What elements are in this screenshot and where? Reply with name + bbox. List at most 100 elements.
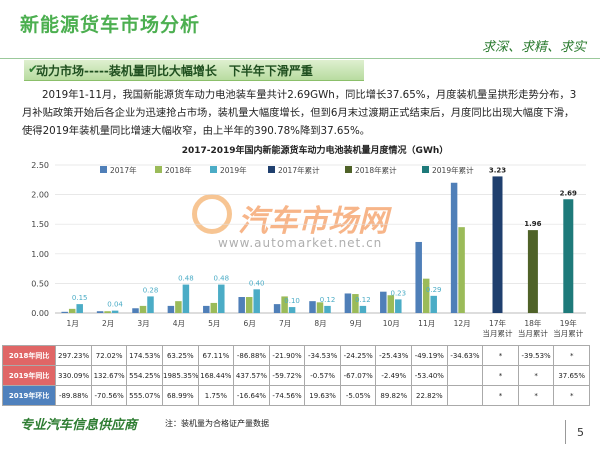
x-tick-label: 9月: [350, 319, 362, 328]
legend-label: 2017年累计: [278, 165, 320, 175]
x-tick-label: 1月: [67, 319, 79, 328]
x-tick-label: 18年当月累计: [518, 318, 548, 338]
bar: [324, 305, 331, 313]
bar: [175, 301, 182, 313]
data-label: 1.96: [524, 220, 541, 228]
x-tick-label: 3月: [137, 319, 149, 328]
table-cell: 67.11%: [197, 345, 235, 366]
table-cell: 19.63%: [304, 385, 341, 406]
y-tick-label: 0.50: [31, 279, 49, 288]
watermark-logo: [192, 194, 232, 234]
table-cell: 174.53%: [126, 345, 164, 366]
bar: [395, 299, 402, 313]
paragraph: 2019年1-11月，我国新能源货车动力电池装车量共计2.69GWh，同比增长3…: [22, 89, 577, 137]
table-cell: -89.88%: [55, 385, 92, 406]
table-row: 2019年环比 -89.88% -70.56% 555.07% 68.99% 1.75% -…: [1, 385, 590, 406]
data-label: 0.15: [72, 294, 88, 302]
table-cell: 22.82%: [411, 385, 448, 406]
table-cell: -49.19%: [411, 345, 448, 366]
x-tick-label: 6月: [244, 319, 256, 328]
table-cell: 63.25%: [162, 345, 199, 366]
bar: [167, 305, 175, 313]
data-label: 0.40: [249, 279, 265, 287]
data-label: 0.12: [320, 296, 336, 304]
watermark-url: www.automarket.net.cn: [218, 236, 383, 250]
table-cell: -16.64%: [233, 385, 270, 406]
bar: [218, 284, 225, 313]
table-cell: *: [517, 385, 555, 406]
table-cell: 554.25%: [126, 365, 164, 386]
bar: [253, 289, 260, 313]
x-tick-label: 19年当月累计: [553, 318, 583, 338]
table-cell: [446, 385, 484, 406]
bar: [344, 293, 352, 313]
divider: [0, 58, 600, 59]
table-cell: 89.82%: [375, 385, 413, 406]
table-row: 2018年同比 297.23% 72.02% 174.53% 63.25% 67.11% -…: [1, 345, 590, 366]
y-tick-label: 1.50: [31, 220, 49, 229]
x-tick-label: 10月: [383, 319, 400, 328]
row-label: 2019年同比: [1, 365, 57, 386]
bar: [415, 241, 422, 313]
bar: [359, 305, 367, 313]
table-cell: 72.02%: [90, 345, 128, 366]
table-cell: *: [553, 345, 590, 366]
table-cell: -39.53%: [517, 345, 555, 366]
legend-swatch: [210, 166, 217, 173]
data-label: 2.69: [560, 189, 577, 197]
data-label: 0.28: [143, 286, 159, 294]
table-cell: 37.65%: [553, 365, 590, 386]
page-number: 5: [577, 426, 584, 439]
bar: [458, 227, 465, 313]
x-tick-label: 7月: [279, 319, 291, 328]
bar: [132, 308, 139, 313]
row-label: 2019年环比: [1, 385, 57, 406]
bar: [352, 294, 359, 313]
table-cell: 330.09%: [55, 365, 92, 386]
bar: [245, 297, 253, 313]
table-cell: -5.05%: [339, 385, 377, 406]
data-label: 0.23: [391, 289, 407, 297]
bar: [147, 296, 154, 313]
table-cell: -0.57%: [304, 365, 341, 386]
table-cell: -86.88%: [233, 345, 270, 366]
legend-label: 2017年: [110, 165, 137, 175]
data-label: 0.10: [284, 297, 300, 305]
chart: 2017-2019年国内新能源货车动力电池装机量月度情况（GWh） 0.00 0.…: [31, 144, 586, 338]
data-label: 0.04: [107, 301, 123, 309]
x-tick-label: 11月: [418, 319, 435, 328]
bar: [111, 310, 119, 313]
bar: [68, 308, 76, 313]
section-title: 动力市场-----装机量同比大幅增长 下半年下滑严重: [36, 64, 313, 78]
table-cell: [446, 365, 484, 386]
slogan: 求深、求精、求实: [481, 40, 586, 55]
bar: [430, 295, 437, 313]
table-cell: 1985.35%: [162, 365, 199, 386]
table-cell: *: [482, 345, 519, 366]
legend-label: 2018年: [165, 165, 192, 175]
legend-swatch: [422, 166, 429, 173]
bar: [450, 182, 458, 313]
footnote: 注：装机量为合格证产量数据: [165, 419, 269, 428]
legend-swatch: [100, 166, 107, 173]
bar: [309, 301, 316, 313]
bar: [281, 296, 288, 313]
bar: [492, 176, 503, 313]
table-cell: -67.07%: [339, 365, 377, 386]
table-cell: *: [482, 385, 519, 406]
legend-label: 2018年累计: [355, 165, 397, 175]
data-label: 0.12: [355, 296, 371, 304]
section-bar: [24, 60, 364, 81]
data-label: 0.48: [178, 275, 194, 283]
page-divider: [565, 420, 566, 444]
check-icon: ✔: [28, 62, 39, 76]
table-cell: 1.75%: [197, 385, 235, 406]
table-cell: *: [482, 365, 519, 386]
table-cell: -70.56%: [90, 385, 128, 406]
bar: [273, 304, 281, 313]
y-tick-label: 0.00: [31, 309, 49, 318]
table-cell: -74.56%: [268, 385, 306, 406]
data-label: 3.23: [489, 166, 506, 174]
bar: [238, 297, 245, 313]
watermark: 汽车市场网: [238, 204, 388, 239]
